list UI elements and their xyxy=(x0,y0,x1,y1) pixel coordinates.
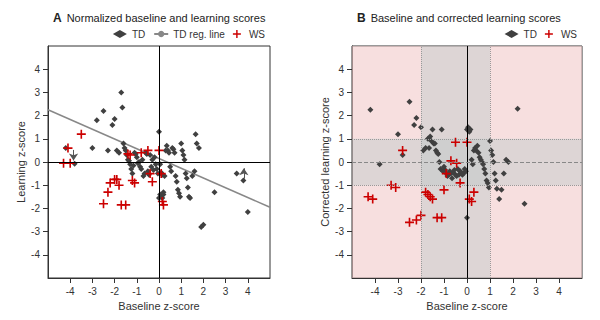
svg-text:-4: -4 xyxy=(335,249,344,260)
svg-text:1: 1 xyxy=(338,133,344,144)
svg-text:2: 2 xyxy=(510,286,516,297)
svg-text:Corrected learning z-score: Corrected learning z-score xyxy=(319,97,331,227)
svg-text:-4: -4 xyxy=(66,286,75,297)
svg-text:3: 3 xyxy=(34,87,40,98)
svg-text:A: A xyxy=(53,11,62,25)
svg-text:-3: -3 xyxy=(88,286,97,297)
svg-text:1: 1 xyxy=(34,133,40,144)
svg-text:B: B xyxy=(357,11,366,25)
svg-text:4: 4 xyxy=(245,286,251,297)
svg-text:Baseline z-score: Baseline z-score xyxy=(118,300,199,312)
svg-text:-2: -2 xyxy=(417,286,426,297)
svg-text:Baseline and corrected learnin: Baseline and corrected learning scores xyxy=(371,12,562,24)
svg-text:0: 0 xyxy=(34,157,40,168)
svg-text:3: 3 xyxy=(533,286,539,297)
svg-text:-4: -4 xyxy=(371,286,380,297)
svg-text:3: 3 xyxy=(223,286,229,297)
svg-text:-3: -3 xyxy=(394,286,403,297)
svg-text:TD reg. line: TD reg. line xyxy=(173,29,225,40)
svg-text:4: 4 xyxy=(34,64,40,75)
svg-text:0: 0 xyxy=(464,286,470,297)
svg-text:4: 4 xyxy=(556,286,562,297)
svg-text:-1: -1 xyxy=(440,286,449,297)
svg-text:2: 2 xyxy=(34,110,40,121)
svg-text:1: 1 xyxy=(487,286,493,297)
svg-text:Normalized baseline and learni: Normalized baseline and learning scores xyxy=(67,12,266,24)
svg-text:-3: -3 xyxy=(335,226,344,237)
svg-text:0: 0 xyxy=(338,157,344,168)
svg-text:-1: -1 xyxy=(335,180,344,191)
svg-text:-3: -3 xyxy=(31,226,40,237)
svg-text:WS: WS xyxy=(249,29,265,40)
svg-text:1: 1 xyxy=(178,286,184,297)
svg-text:-2: -2 xyxy=(335,203,344,214)
svg-text:TD: TD xyxy=(132,29,145,40)
svg-text:2: 2 xyxy=(338,110,344,121)
svg-text:Learning z-score: Learning z-score xyxy=(15,121,27,203)
svg-text:Baseline z-score: Baseline z-score xyxy=(426,300,507,312)
svg-text:-2: -2 xyxy=(110,286,119,297)
svg-text:4: 4 xyxy=(338,64,344,75)
svg-text:0: 0 xyxy=(156,286,162,297)
svg-text:TD: TD xyxy=(524,29,537,40)
svg-text:WS: WS xyxy=(561,29,577,40)
svg-text:-4: -4 xyxy=(31,249,40,260)
svg-text:2: 2 xyxy=(201,286,207,297)
svg-text:-1: -1 xyxy=(132,286,141,297)
svg-text:-1: -1 xyxy=(31,180,40,191)
svg-text:3: 3 xyxy=(338,87,344,98)
svg-text:-2: -2 xyxy=(31,203,40,214)
